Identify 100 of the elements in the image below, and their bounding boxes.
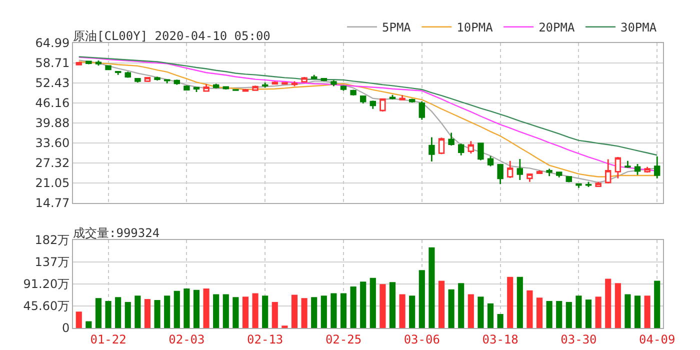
y-tick-label: 52.43 [35,76,70,90]
y-tick-label: 58.71 [35,56,70,70]
bar [634,296,641,328]
candlestick [654,156,660,180]
candlestick [203,83,210,92]
bar [380,284,386,328]
bar [644,296,650,328]
candlestick [624,160,631,169]
bar [654,280,660,328]
bar [438,280,445,328]
candlestick [526,172,533,183]
candlestick [497,163,504,185]
x-tick-label: 01-22 [90,332,126,346]
bar [115,297,122,328]
x-tick-label: 03-18 [482,332,518,346]
y-tick-label: 0 [62,321,70,336]
candlestick [634,163,641,176]
candlestick [418,100,425,120]
bar [585,300,592,328]
bar [614,283,621,328]
legend-label: 20PMA [538,20,576,35]
candlestick [399,94,406,102]
bar [193,290,200,328]
chart-title: 原油[CL00Y] 2020-04-10 05:00 [73,29,270,43]
bar [95,298,102,328]
bar [222,294,229,328]
candlestick [232,88,239,92]
candlestick [184,84,190,92]
bar [320,296,327,328]
candlestick [144,76,151,83]
candlestick [605,158,612,184]
bar [340,293,347,328]
bar [418,270,425,328]
bar [213,294,220,328]
y-tick-label: 137万 [34,255,70,270]
x-tick-label: 04-09 [639,332,676,346]
candlestick [360,94,366,104]
bar [624,294,631,328]
candlestick [164,78,170,84]
bar [458,283,464,328]
candlestick [458,142,464,156]
bar [595,296,602,328]
candlestick [330,80,337,87]
bar [272,302,278,328]
candlestick [105,65,112,70]
chart-title: 成交量:999324 [73,226,160,240]
y-tick-label: 64.99 [35,36,70,50]
candlestick [468,140,474,154]
candlestick [448,132,454,146]
y-tick-label: 39.88 [35,116,70,130]
candlestick [262,82,268,88]
y-tick-label: 46.16 [35,96,70,110]
x-tick-label: 03-30 [560,332,597,346]
bar [242,296,249,328]
bar [487,303,494,328]
candlestick [301,76,308,84]
bar [507,276,514,328]
bar [301,298,308,328]
y-tick-label: 33.60 [35,136,70,150]
candlestick [291,80,298,87]
bar [360,282,366,328]
candlestick [614,156,622,180]
bar [144,299,151,328]
bar [154,300,160,328]
bar [330,293,337,328]
bar [174,290,180,328]
candlestick [516,158,524,181]
y-tick-label: 21.05 [35,176,70,190]
candlestick [576,183,582,189]
candlestick [252,84,258,92]
bar [262,296,268,328]
candlestick [428,136,435,162]
bar [399,294,406,328]
candlestick [585,181,592,188]
candlestick [556,170,562,178]
bar [428,247,435,328]
candlestick [76,62,82,66]
y-tick-label: 182万 [34,233,70,248]
bar [409,296,416,328]
y-tick-label: 14.77 [35,196,70,210]
bar [76,312,82,328]
candlestick [370,100,376,110]
candlestick [566,175,572,183]
legend-label: 5PMA [382,20,412,35]
bar [566,302,572,328]
candlestick [282,82,288,86]
bar [252,293,258,328]
candlestick [409,98,416,104]
bar [350,286,356,328]
candlestick [124,70,131,78]
bar [86,321,92,328]
bar [124,302,131,328]
candlestick [644,166,650,174]
x-tick-label: 02-13 [247,332,284,346]
candlestick [340,84,347,92]
bar [536,298,543,328]
bar [497,314,504,328]
candlestick [546,168,552,177]
bar [576,296,582,328]
candlestick [478,142,484,161]
